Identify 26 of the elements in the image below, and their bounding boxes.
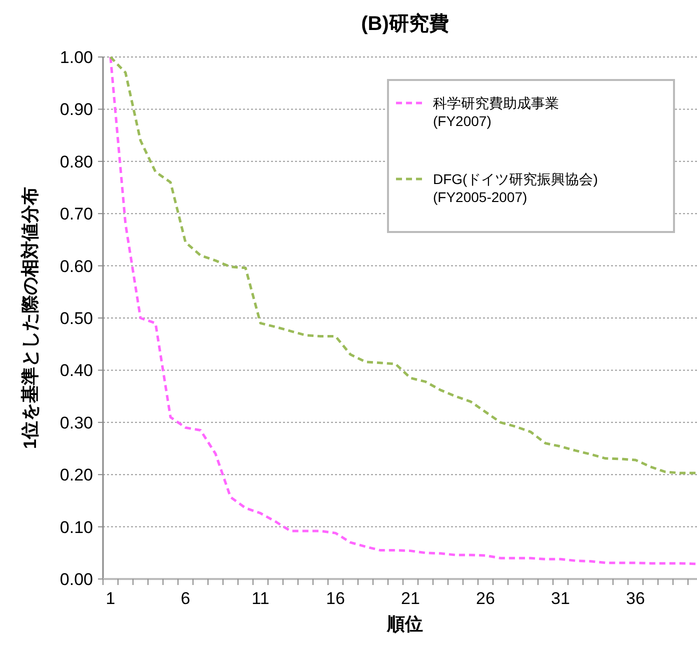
y-tick-label: 0.10 xyxy=(60,518,93,537)
line-series xyxy=(109,56,697,474)
y-tick-label: 0.30 xyxy=(60,413,93,432)
x-tick-label: 6 xyxy=(180,589,190,608)
x-axis-title: 順位 xyxy=(386,614,423,634)
x-tick-label: 11 xyxy=(252,589,270,608)
line-series xyxy=(109,56,697,566)
y-tick-label: 0.00 xyxy=(60,570,93,589)
legend-label: 科学研究費助成事業(FY2007) xyxy=(433,95,559,129)
legend-label: DFG(ドイツ研究振興協会)(FY2005-2007) xyxy=(433,171,598,205)
y-tick-label: 0.50 xyxy=(60,308,93,328)
y-tick-label: 0.80 xyxy=(60,152,93,172)
y-tick-label: 0.70 xyxy=(60,204,93,224)
x-tick-label: 36 xyxy=(626,589,645,608)
y-tick-label: 0.40 xyxy=(60,361,93,380)
chart-title: (B)研究費 xyxy=(361,12,449,35)
y-tick-label: 0.20 xyxy=(60,466,93,485)
y-axis-title: 1位を基準とした際の相対値分布 xyxy=(20,186,40,450)
x-tick-label: 16 xyxy=(326,589,345,608)
x-tick-label: 31 xyxy=(551,589,570,608)
x-tick-label: 26 xyxy=(476,589,495,608)
x-tick-label: 1 xyxy=(106,589,116,608)
y-tick-label: 0.60 xyxy=(60,256,93,276)
x-tick-label: 21 xyxy=(401,589,420,608)
y-tick-label: 1.00 xyxy=(60,48,93,67)
y-tick-label: 0.90 xyxy=(60,100,93,120)
